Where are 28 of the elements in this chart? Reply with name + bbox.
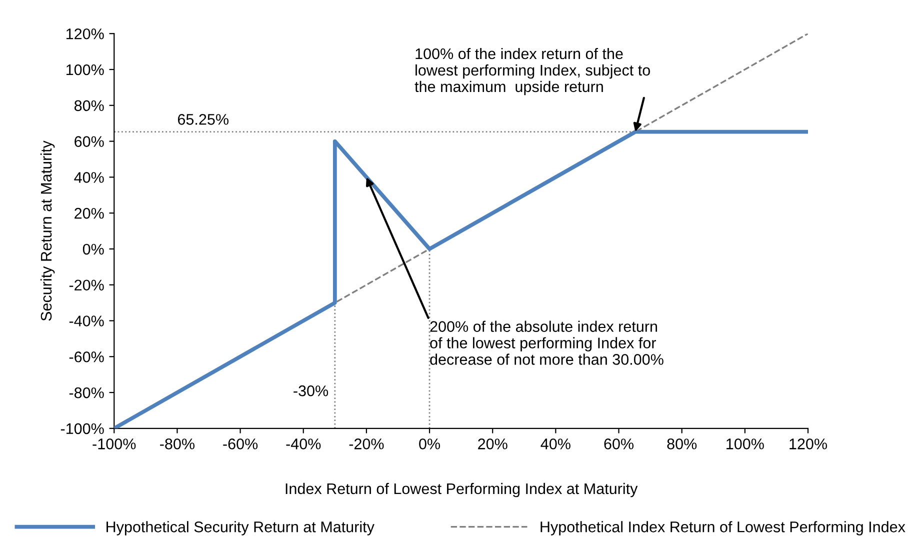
x-tick-label: -80%: [160, 438, 194, 450]
x-tick-label: 0%: [419, 438, 440, 450]
legend-label: Hypothetical Security Return at Maturity: [106, 521, 374, 536]
y-tick-label: 60%: [74, 136, 104, 147]
x-tick-label: 80%: [667, 438, 697, 450]
y-tick-label: 80%: [74, 100, 104, 112]
y-tick-label: 120%: [66, 28, 104, 40]
y-tick-label: 20%: [74, 208, 104, 219]
x-tick-label: 20%: [478, 438, 508, 450]
y-tick-label: 100%: [66, 64, 104, 76]
x-axis-title: Index Return of Lowest Performing Index at Maturity: [286, 482, 638, 498]
legend-label: Hypothetical Index Return of Lowest Performing Index: [540, 521, 906, 536]
y-tick-label: -100%: [60, 423, 104, 434]
x-tick-label: 120%: [790, 438, 827, 450]
y-tick-label: -80%: [69, 387, 104, 398]
y-axis-title: Security Return at Maturity: [40, 140, 55, 321]
x-tick-label: -100%: [92, 438, 136, 450]
x-tick-label: -60%: [223, 438, 258, 450]
y-tick-label: -20%: [69, 280, 104, 291]
y-tick-label: -40%: [69, 316, 104, 326]
x-tick-label: -40%: [286, 438, 321, 450]
y-tick-label: 40%: [74, 172, 104, 183]
x-tick-label: 60%: [604, 438, 634, 450]
y-tick-label: 0%: [82, 244, 104, 255]
x-tick-label: -20%: [349, 438, 384, 450]
y-tick-label: -60%: [69, 351, 104, 362]
x-tick-label: 100%: [726, 438, 764, 450]
x-tick-label: 40%: [540, 438, 570, 450]
